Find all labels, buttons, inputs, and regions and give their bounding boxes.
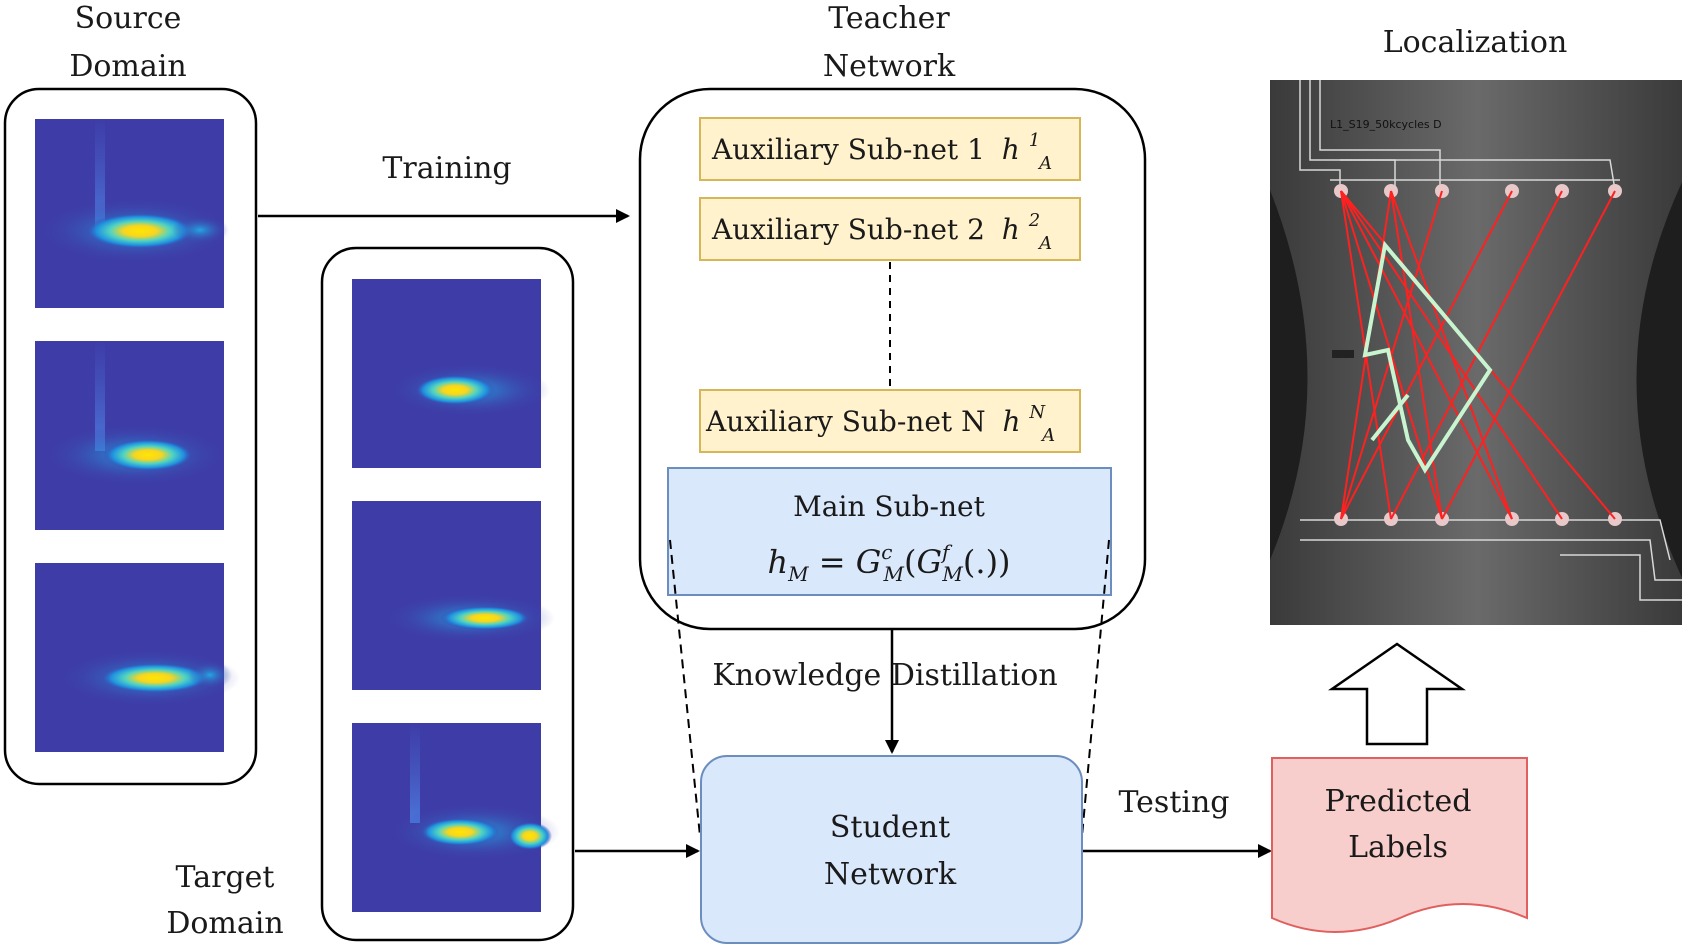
damage-zone-outline [1362, 240, 1493, 474]
target-heatmap-2 [352, 501, 555, 690]
student-label-line1: Student [830, 810, 950, 845]
teacher-label-line2: Network [823, 49, 956, 84]
svg-text:Auxiliary Sub-net 1 h: Auxiliary Sub-net 1 h 1 A [711, 120, 1052, 174]
main-subnet-equation: hM = Gc M(Gf M(.)) [767, 540, 1010, 586]
distillation-label: Knowledge Distillation [712, 658, 1057, 693]
student-label-line2: Network [824, 857, 957, 892]
predicted-label-line1: Predicted [1325, 784, 1472, 819]
source-domain-label-line2: Domain [69, 49, 186, 84]
predicted-labels-document [1271, 757, 1528, 933]
target-domain-label-line1: Target [176, 860, 275, 895]
aux-subnet-2-text: Auxiliary Sub-net 2 [711, 213, 985, 246]
teacher-label-line1: Teacher [828, 1, 950, 36]
aux-subnet-n-text: Auxiliary Sub-net N [705, 405, 986, 438]
source-heatmap-3 [35, 563, 240, 752]
aux-subnet-1-text: Auxiliary Sub-net 1 [711, 133, 985, 166]
main-subnet-title: Main Sub-net [793, 490, 985, 523]
aux-subnet-n: Auxiliary Sub-net N h N A [699, 389, 1081, 453]
sensor-paths [1340, 190, 1616, 520]
projection-dashed-right [1081, 539, 1110, 837]
aux-subnet-1: Auxiliary Sub-net 1 h 1 A [699, 117, 1081, 181]
testing-label: Testing [1118, 785, 1229, 820]
svg-text:Auxiliary Sub-net 2 h: Auxiliary Sub-net 2 h 2 A [711, 200, 1052, 254]
source-domain-label-line1: Source [75, 1, 182, 36]
svg-text:Auxiliary Sub-net N h: Auxiliary Sub-net N h N A [705, 392, 1055, 446]
specimen-label: L1_S19_50kcycles D [1330, 118, 1442, 131]
target-domain-label-line2: Domain [166, 906, 283, 941]
localization-title: Localization [1383, 25, 1568, 60]
source-heatmap-1 [35, 119, 230, 308]
aux-subnet-2: Auxiliary Sub-net 2 h 2 A [699, 197, 1081, 261]
source-heatmap-2 [35, 341, 225, 530]
target-heatmap-1 [352, 279, 550, 468]
target-heatmap-3 [352, 723, 560, 912]
student-network-box [700, 755, 1083, 944]
projection-dashed-left [669, 539, 701, 837]
training-label: Training [382, 151, 511, 186]
localization-image: L1_S19_50kcycles D [1270, 80, 1682, 625]
localization-hollow-arrow [1327, 642, 1467, 746]
main-subnet: Main Sub-net hM = Gc M(Gf M(.)) [667, 467, 1112, 596]
predicted-label-line2: Labels [1348, 830, 1448, 865]
